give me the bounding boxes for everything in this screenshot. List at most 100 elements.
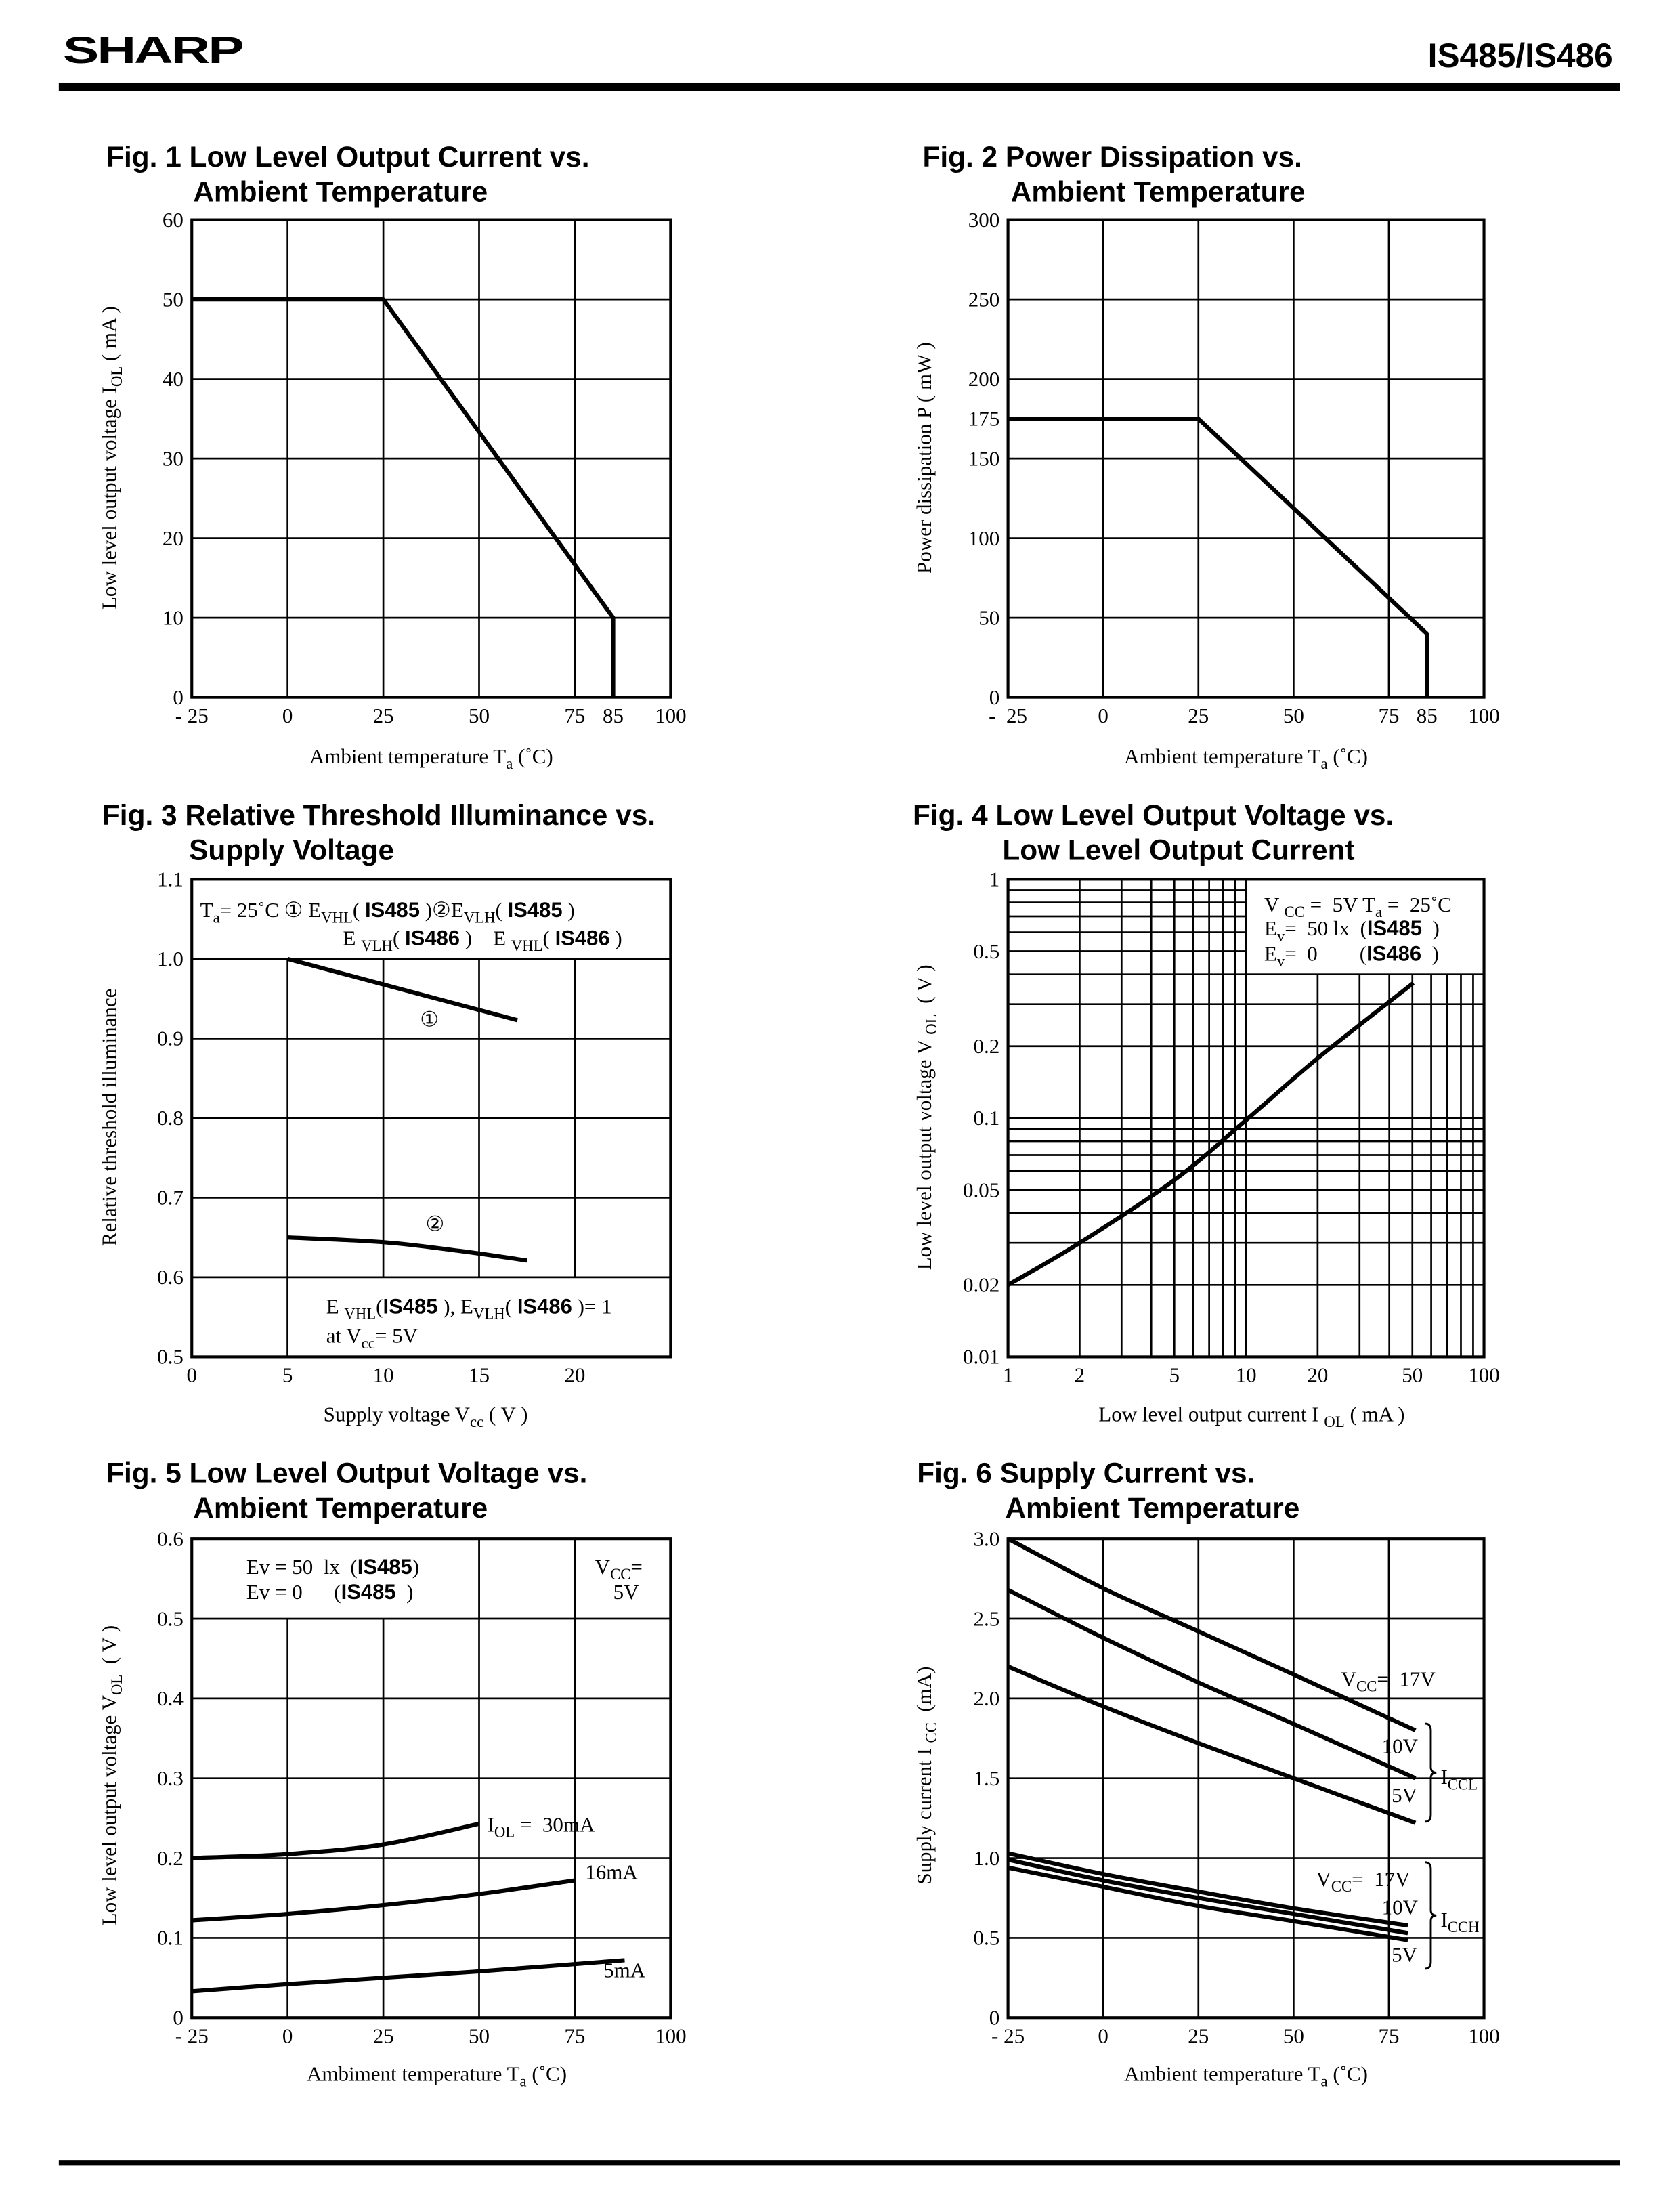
annotation-legend-line1: Ev = 50 lx (IS485) xyxy=(246,1555,419,1579)
figure-title-line1: Fig. 2 Power Dissipation vs. xyxy=(922,141,1301,173)
text-segment: ) xyxy=(1422,916,1440,940)
y-tick-label: 10 xyxy=(163,605,184,629)
text-segment: Ambiment temperature T xyxy=(307,2062,520,2085)
footer-rule xyxy=(58,2160,1620,2166)
y-tick-label: 30 xyxy=(163,446,184,470)
text-segment: OL xyxy=(108,366,125,387)
x-tick-label: 75 xyxy=(564,2024,585,2047)
y-tick-label: 50 xyxy=(163,287,184,311)
text-segment: = 25˚C ① E xyxy=(220,898,321,922)
text-segment: VHL xyxy=(344,1306,376,1323)
text-segment: a xyxy=(213,909,220,926)
series-line-0 xyxy=(1008,417,1429,698)
figure-6: Fig. 6 Supply Current vs.Ambient Tempera… xyxy=(912,1457,1500,2089)
text-segment: E xyxy=(326,1294,345,1318)
text-segment: ( mA ) xyxy=(1345,1403,1405,1426)
x-tick-label: 10 xyxy=(1236,1363,1257,1387)
y-axis-label: Low level output voltage VOL ( V ) xyxy=(98,1625,125,1926)
y-tick-label: 2.5 xyxy=(973,1606,999,1630)
legend-box xyxy=(190,878,672,960)
y-tick-label: 1.5 xyxy=(973,1766,999,1790)
text-segment: Low level output voltage V xyxy=(98,1694,121,1925)
header-rule xyxy=(58,82,1620,91)
text-segment: = 5V xyxy=(375,1324,418,1348)
text-segment: CC xyxy=(923,1722,940,1743)
x-tick-label: 0 xyxy=(187,1363,198,1387)
text-segment: (mA) xyxy=(912,1666,936,1722)
plot-frame xyxy=(190,1537,672,2020)
x-tick-label: 50 xyxy=(1283,704,1304,727)
y-axis-label: Low level output voltage IOL ( mA ) xyxy=(98,306,125,610)
y-tick-label: 50 xyxy=(978,605,999,629)
text-segment: ( xyxy=(353,898,365,922)
text-segment: VLH xyxy=(464,909,496,926)
text-segment: CCL xyxy=(1448,1776,1478,1793)
text-segment: (˚C) xyxy=(527,2062,567,2085)
plot-frame xyxy=(1006,878,1486,1359)
y-tick-label: 0.05 xyxy=(963,1178,999,1201)
y-tick-label: 250 xyxy=(968,287,999,311)
text-segment: V xyxy=(1341,1667,1357,1690)
text-segment: ( V ) xyxy=(912,964,936,1014)
text-segment: I xyxy=(487,1812,494,1836)
x-tick-label: 5 xyxy=(282,1363,293,1387)
sharp-logo: SHARP xyxy=(63,28,243,71)
text-segment: E xyxy=(1264,916,1277,940)
text-segment: v xyxy=(1277,927,1285,944)
annotation-curve2-label: ② xyxy=(426,1212,445,1235)
text-segment: ) xyxy=(610,926,622,950)
text-segment: CC xyxy=(1331,1878,1352,1895)
series-line-0 xyxy=(192,297,616,698)
series-line-2 xyxy=(1007,1664,1417,1825)
y-tick-label: 3.0 xyxy=(973,1527,999,1551)
text-segment: ( mA ) xyxy=(98,306,121,366)
figure-1: Fig. 1 Low Level Output Current vs.Ambie… xyxy=(98,141,687,772)
x-tick-label: - 25 xyxy=(175,2024,209,2047)
text-segment: ( xyxy=(496,898,508,922)
text-segment: IS485 xyxy=(358,1555,412,1579)
x-axis-label: Ambient temperature Ta (˚C) xyxy=(1124,744,1368,772)
x-axis-label: Ambient temperature Ta (˚C) xyxy=(309,744,553,772)
y-tick-label: 175 xyxy=(968,407,999,431)
text-segment: Ev = 0 ( xyxy=(246,1580,341,1604)
text-segment: CC xyxy=(1285,903,1305,920)
y-tick-label: 0 xyxy=(173,685,184,709)
text-segment: IS486 xyxy=(517,1294,572,1318)
x-tick-label: 100 xyxy=(655,704,687,727)
x-tick-label: 0 xyxy=(282,704,293,727)
series-line-0 xyxy=(1007,1537,1417,1732)
text-segment: IS486 xyxy=(1366,941,1421,965)
text-segment: Ambient temperature T xyxy=(1124,2062,1320,2085)
x-tick-label: 75 xyxy=(564,704,585,727)
annotation-curve1-label: ① xyxy=(420,1007,439,1031)
text-segment: E xyxy=(1264,941,1277,965)
annotation-legend-line3: Ev= 0 (IS486 ) xyxy=(1264,941,1439,969)
x-tick-label: 1 xyxy=(1003,1363,1014,1387)
x-tick-label: 15 xyxy=(469,1363,490,1387)
y-tick-label: 200 xyxy=(968,367,999,391)
figure-3: Fig. 3 Relative Threshold Illuminance vs… xyxy=(98,799,672,1430)
text-segment: )②E xyxy=(420,898,464,922)
annotation-legend-line2: Ev= 50 lx (IS485 ) xyxy=(1264,916,1440,944)
x-axis-label: Ambiment temperature Ta (˚C) xyxy=(307,2062,567,2089)
x-tick-label: 20 xyxy=(1307,1363,1328,1387)
annotation-ccl-17v: VCC= 17V xyxy=(1341,1667,1436,1694)
y-tick-label: 100 xyxy=(968,526,999,550)
text-segment: Low level output current I xyxy=(1098,1403,1324,1426)
text-segment: IS485 xyxy=(341,1580,396,1604)
y-tick-label: 0.1 xyxy=(973,1106,999,1130)
y-tick-label: 20 xyxy=(163,526,184,550)
text-segment: IS485 xyxy=(383,1294,437,1318)
y-tick-label: 1.1 xyxy=(157,868,184,891)
y-tick-label: 60 xyxy=(163,208,184,232)
text-segment: ( V ) xyxy=(483,1403,527,1426)
annotation-cch-5v: 5V xyxy=(1392,1943,1418,1967)
y-tick-label: 0.5 xyxy=(157,1606,184,1630)
y-tick-label: 0 xyxy=(173,2006,184,2030)
annotation-ccl-5v: 5V xyxy=(1392,1783,1418,1807)
text-segment: VHL xyxy=(511,937,543,954)
text-segment: ( xyxy=(376,1294,383,1318)
x-axis-label: Supply voltage Vcc ( V ) xyxy=(324,1403,528,1430)
annotation-ccl-10v: 10V xyxy=(1382,1734,1419,1758)
text-segment: v xyxy=(1277,953,1285,970)
